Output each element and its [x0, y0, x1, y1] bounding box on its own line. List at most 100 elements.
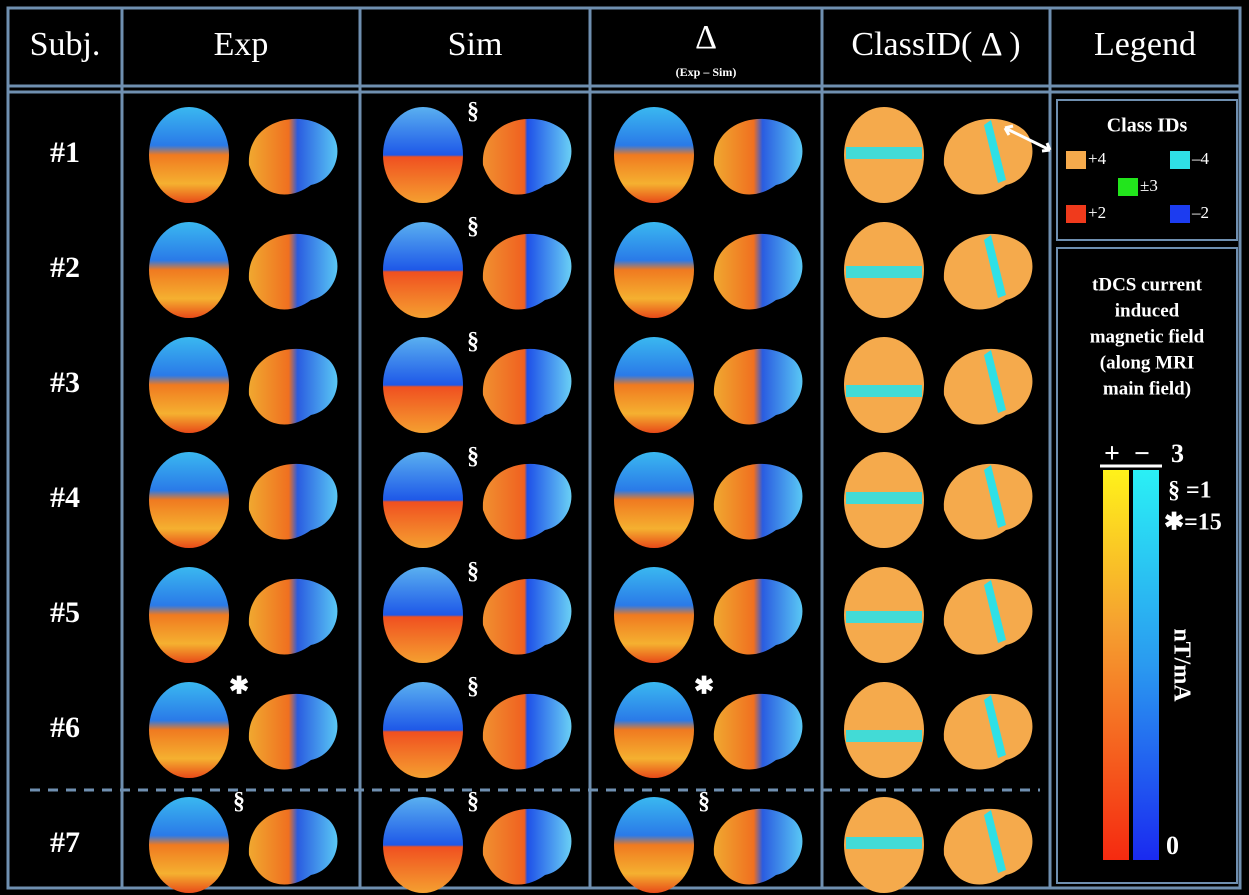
brain-axial — [383, 682, 463, 778]
class-label: –4 — [1191, 149, 1210, 168]
brain-axial — [614, 452, 694, 548]
brain-sagittal — [483, 349, 572, 425]
brain-axial — [149, 567, 229, 663]
annotation-mark: § — [467, 789, 479, 815]
column-header: Subj. — [30, 26, 101, 63]
class-band — [846, 837, 922, 849]
brain-axial — [614, 222, 694, 318]
colorbar-title: magnetic field — [1090, 326, 1205, 347]
brain-axial — [149, 682, 229, 778]
figure: Subj. Exp Sim Δ ClassID( Δ ) Legend (Exp – Sim… — [0, 0, 1249, 895]
row-label: #2 — [50, 251, 80, 284]
brain-sagittal — [483, 119, 572, 195]
colorbar-positive — [1103, 470, 1129, 860]
brain-axial — [614, 682, 694, 778]
class-band — [846, 385, 922, 397]
colorbar-label: + — [1104, 438, 1120, 469]
colorbar-title: induced — [1115, 300, 1180, 321]
class-band — [846, 611, 922, 623]
brain-axial — [383, 337, 463, 433]
annotation-mark: § — [233, 789, 245, 815]
annotation-mark: § — [467, 214, 479, 240]
brain-sagittal — [249, 234, 338, 310]
brain-sagittal — [714, 464, 803, 540]
brain-axial — [383, 567, 463, 663]
brain-axial — [383, 107, 463, 203]
column-header: ClassID( Δ ) — [851, 26, 1020, 63]
brain-axial — [149, 337, 229, 433]
colorbar-label: 3 — [1171, 439, 1184, 468]
brain-sagittal — [483, 464, 572, 540]
brain-sagittal — [714, 119, 803, 195]
class-label: +2 — [1088, 203, 1106, 222]
colorbar-label: § =1 — [1168, 478, 1212, 504]
annotation-mark: § — [467, 444, 479, 470]
colorbar-label: ✱=15 — [1164, 510, 1222, 536]
brain-sagittal — [249, 349, 338, 425]
colorbar-negative — [1133, 470, 1159, 860]
brain-sagittal — [249, 579, 338, 655]
colorbar-title: main field) — [1103, 378, 1191, 399]
brain-sagittal — [714, 349, 803, 425]
brain-sagittal — [714, 234, 803, 310]
row-label: #1 — [50, 136, 80, 169]
colorbar-title: (along MRI — [1100, 352, 1194, 373]
annotation-mark: § — [467, 559, 479, 585]
brain-sagittal — [483, 694, 572, 770]
row-label: #5 — [50, 596, 80, 629]
colorbar-title: tDCS current — [1092, 274, 1203, 295]
colorbar-unit: nT/mA — [1168, 628, 1194, 702]
legend-title: Class IDs — [1107, 115, 1188, 137]
class-swatch — [1170, 151, 1190, 169]
brain-axial — [614, 567, 694, 663]
annotation-mark: § — [467, 674, 479, 700]
brain-sagittal — [483, 579, 572, 655]
brain-sagittal — [714, 579, 803, 655]
brain-axial — [614, 107, 694, 203]
column-header: Exp — [214, 26, 269, 63]
brain-axial — [383, 222, 463, 318]
column-subtitle: (Exp – Sim) — [676, 65, 737, 79]
class-swatch — [1170, 205, 1190, 223]
column-header: Legend — [1094, 26, 1196, 63]
annotation-mark: § — [467, 329, 479, 355]
brain-sagittal — [249, 809, 338, 885]
annotation-mark: § — [698, 789, 710, 815]
column-header: Sim — [448, 26, 503, 63]
class-swatch — [1118, 178, 1138, 196]
brain-axial — [149, 222, 229, 318]
class-band — [846, 266, 922, 278]
brain-axial — [614, 797, 694, 893]
colorbar-label: − — [1134, 438, 1150, 469]
annotation-mark: § — [467, 99, 479, 125]
row-label: #3 — [50, 366, 80, 399]
class-label: –2 — [1191, 203, 1209, 222]
brain-sagittal — [249, 119, 338, 195]
row-label: #4 — [50, 481, 80, 514]
annotation-mark: ✱ — [694, 674, 714, 700]
class-label: +4 — [1088, 149, 1107, 168]
brain-sagittal — [249, 464, 338, 540]
brain-axial — [383, 797, 463, 893]
row-label: #6 — [50, 711, 80, 744]
class-label: ±3 — [1140, 176, 1158, 195]
column-header: Δ — [695, 19, 717, 56]
brain-sagittal — [483, 234, 572, 310]
class-band — [846, 492, 922, 504]
class-swatch — [1066, 205, 1086, 223]
brain-axial — [149, 452, 229, 548]
brain-sagittal — [249, 694, 338, 770]
row-label: #7 — [50, 826, 80, 859]
class-swatch — [1066, 151, 1086, 169]
brain-sagittal — [483, 809, 572, 885]
class-band — [846, 147, 922, 159]
annotation-mark: ✱ — [229, 674, 249, 700]
brain-sagittal — [714, 694, 803, 770]
brain-axial — [614, 337, 694, 433]
brain-axial — [149, 797, 229, 893]
brain-sagittal — [714, 809, 803, 885]
class-band — [846, 730, 922, 742]
colorbar-label: 0 — [1166, 831, 1179, 860]
brain-axial — [149, 107, 229, 203]
brain-axial — [383, 452, 463, 548]
